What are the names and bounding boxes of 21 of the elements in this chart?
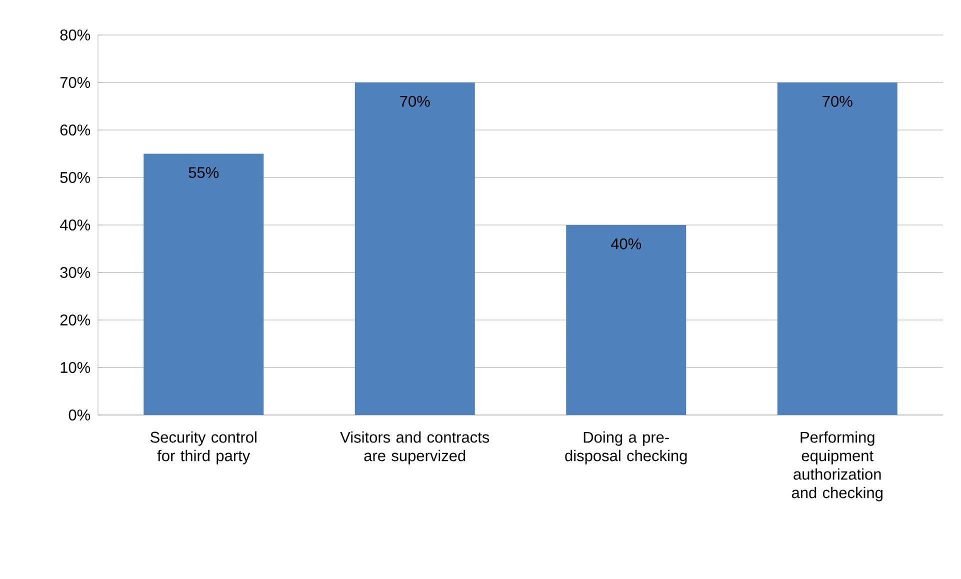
- bar: [354, 82, 475, 415]
- x-tick-label: Doing a pre-disposal checking: [565, 431, 687, 464]
- data-label: 70%: [400, 96, 430, 107]
- bar: [144, 154, 264, 415]
- y-tick-label: 20%: [60, 314, 90, 326]
- bar: [566, 225, 686, 415]
- y-tick-label: 50%: [60, 172, 90, 183]
- data-label: 55%: [188, 167, 219, 178]
- y-tick-label: 0%: [68, 410, 90, 420]
- y-tick-label: 40%: [60, 220, 90, 230]
- y-tick-label: 30%: [60, 267, 90, 278]
- bar: [777, 82, 898, 415]
- y-tick-label: 80%: [60, 30, 90, 40]
- data-label: 40%: [610, 238, 642, 250]
- y-tick-label: 10%: [60, 362, 90, 373]
- y-tick-label: 70%: [60, 77, 90, 88]
- data-label: 70%: [822, 96, 852, 107]
- y-tick-label: 60%: [60, 124, 90, 136]
- x-tick-label: Visitors and contracts are supervized: [340, 431, 490, 464]
- x-tick-label: Performing equipment authorization and checking: [792, 431, 882, 502]
- x-tick-label: Security control for third party: [150, 431, 256, 464]
